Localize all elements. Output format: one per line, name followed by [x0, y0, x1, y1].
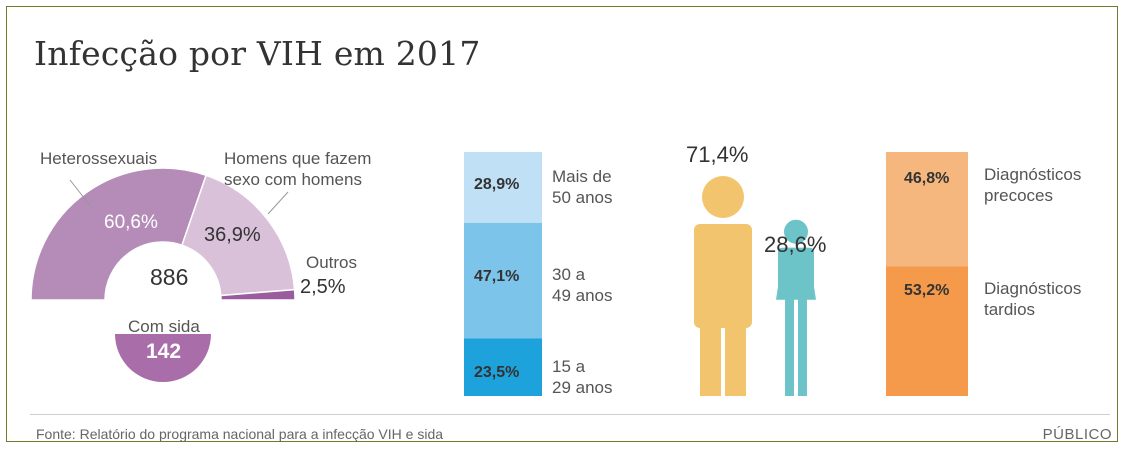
diag-label-precoces: Diagnósticos precoces: [984, 165, 1082, 205]
man-figure: [694, 176, 752, 396]
donut-category-heterossexuais: Heterossexuais: [40, 149, 158, 168]
donut-chart: [30, 167, 296, 301]
age-label-30-49: 30 a 49 anos: [552, 265, 613, 305]
donut-category-outros: Outros: [306, 253, 358, 272]
age-stacked-bar: [464, 152, 542, 396]
diagbar-segment-1: [886, 266, 968, 396]
com-sida-half-circle: [115, 334, 211, 382]
com-sida-label: Com sida: [128, 317, 200, 336]
donut-value-outros: 2,5%: [300, 276, 346, 298]
picto-value-women: 28,6%: [764, 232, 827, 257]
com-sida-value: 142: [146, 340, 182, 363]
donut-slice-1: [181, 174, 296, 297]
source-note: Fonte: Relatório do programa nacional pa…: [36, 426, 444, 442]
picto-value-men: 71,4%: [686, 142, 749, 167]
age-value-30-49: 47,1%: [474, 268, 520, 285]
leader-line-homens: [267, 191, 289, 215]
footer-divider: [30, 414, 1110, 415]
donut-slice-2: [220, 288, 296, 301]
agebar-segment-1: [464, 222, 542, 339]
age-label-50plus: Mais de 50 anos: [552, 167, 613, 207]
donut-slice-0: [30, 167, 208, 301]
donut-category-homens: Homens que fazem sexo com homens: [224, 149, 372, 189]
page-title: Infecção por VIH em 2017: [34, 34, 481, 73]
leader-line-heterossexuais: [69, 179, 93, 209]
diagnosis-stacked-bar: [886, 152, 968, 396]
donut-value-heterossexuais: 60,6%: [104, 212, 158, 233]
age-value-15-29: 23,5%: [474, 364, 520, 381]
woman-figure: [776, 219, 816, 396]
donut-center-value: 886: [150, 264, 189, 290]
diagbar-segment-0: [886, 152, 968, 267]
diag-value-precoces: 46,8%: [904, 170, 950, 187]
gender-pictogram: [694, 176, 816, 396]
donut-value-homens: 36,9%: [204, 224, 261, 246]
age-value-50plus: 28,9%: [474, 176, 520, 193]
diag-value-tardios: 53,2%: [904, 282, 950, 299]
agebar-segment-0: [464, 152, 542, 223]
diag-label-tardios: Diagnósticos tardios: [984, 279, 1082, 319]
agebar-segment-2: [464, 338, 542, 396]
brand-logo-text: PÚBLICO: [1042, 426, 1112, 443]
age-label-15-29: 15 a 29 anos: [552, 357, 613, 397]
